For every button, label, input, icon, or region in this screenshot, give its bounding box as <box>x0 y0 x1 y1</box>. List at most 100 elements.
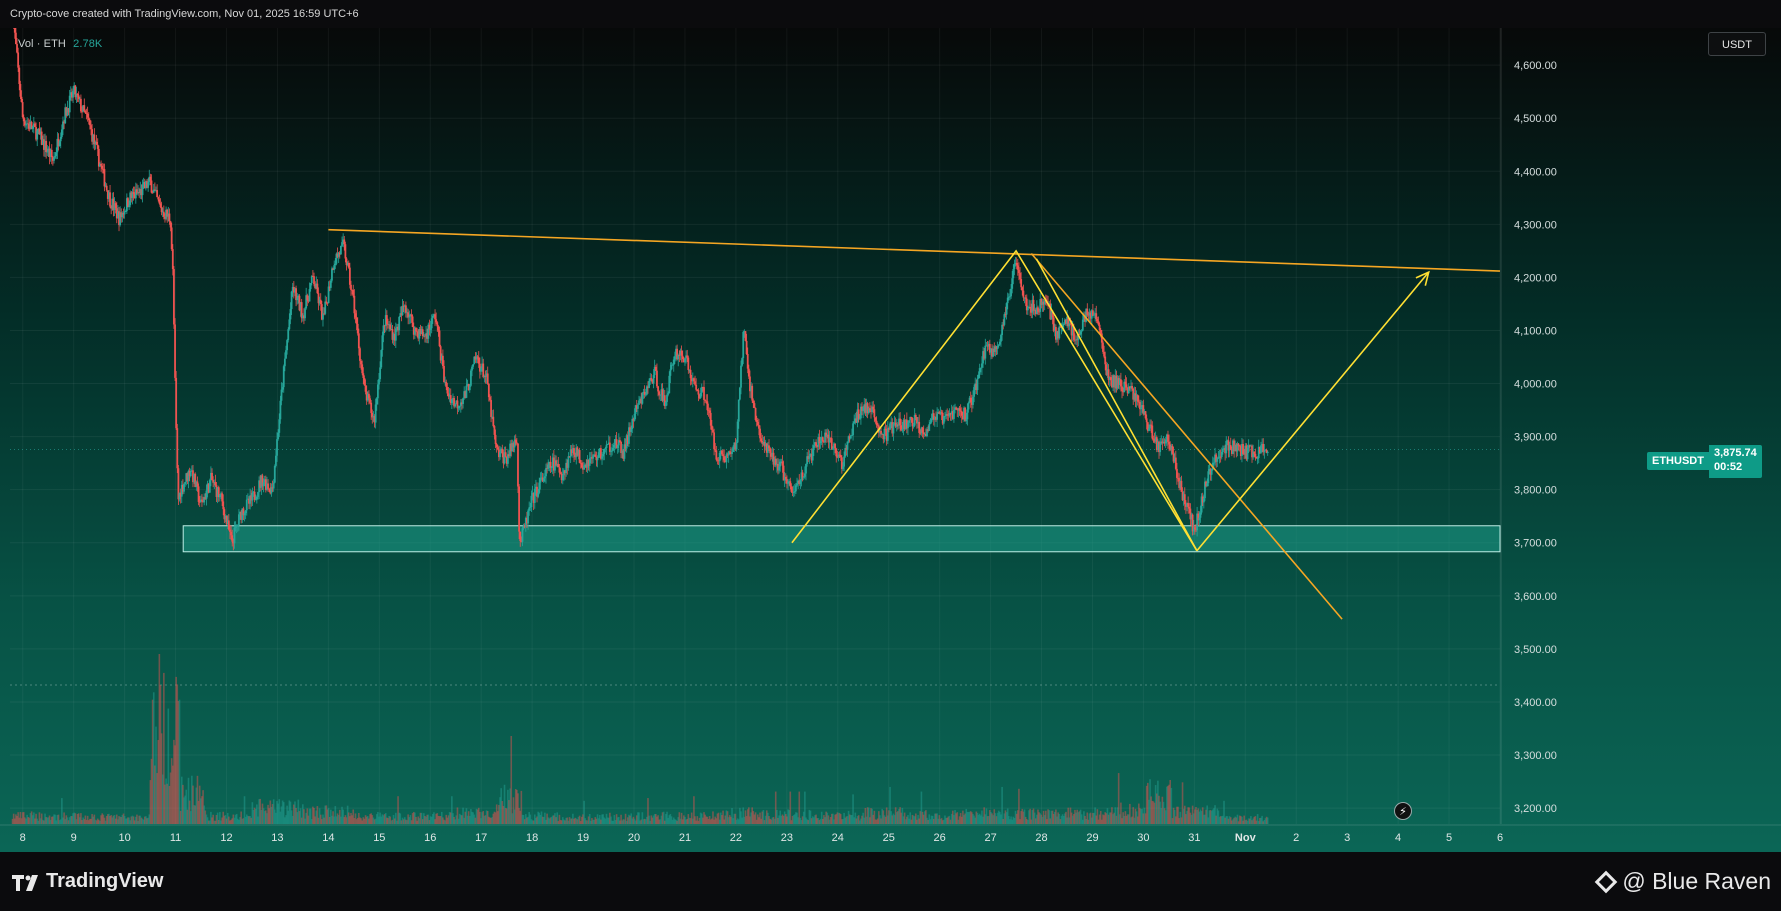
volume-bar <box>584 818 587 824</box>
volume-bar <box>793 814 796 824</box>
candle <box>476 356 479 358</box>
candle <box>255 496 258 500</box>
candle <box>1169 444 1172 450</box>
candle <box>926 429 928 437</box>
candle <box>74 85 77 98</box>
candle <box>106 190 109 199</box>
support-zone[interactable] <box>182 525 1501 553</box>
candle <box>548 461 551 465</box>
candle <box>519 531 522 542</box>
volume-bar <box>214 820 217 824</box>
candle <box>84 110 87 114</box>
volume-bar <box>1163 808 1166 824</box>
candle <box>1193 527 1196 530</box>
volume-bar <box>1157 780 1159 824</box>
volume-bar <box>1064 813 1066 824</box>
volume-bar <box>1045 810 1047 824</box>
candle <box>1121 386 1123 392</box>
volume-bar <box>711 818 713 824</box>
candle <box>965 419 968 422</box>
inner-descending-line[interactable] <box>1035 258 1198 552</box>
volume-bar <box>1113 812 1115 824</box>
volume-bar <box>659 819 662 824</box>
projection-arrow[interactable] <box>1196 271 1430 552</box>
volume-bar <box>987 815 990 824</box>
volume-bar <box>1023 809 1026 824</box>
volume-bar <box>847 810 850 824</box>
volume-bar <box>856 816 859 824</box>
volume-bar <box>666 811 668 824</box>
chart-area[interactable]: 3,200.00 3,300.00 3,400.00 3,500.00 3,600.00… <box>0 28 1781 852</box>
volume-bar <box>1090 817 1093 824</box>
candle <box>461 402 463 404</box>
volume-bar <box>943 819 945 824</box>
candle <box>277 432 280 440</box>
candle <box>1030 308 1033 313</box>
candle <box>1205 481 1207 487</box>
volume-bar <box>860 818 862 824</box>
volume-bar <box>777 817 779 824</box>
candle <box>155 190 157 191</box>
candle <box>866 403 869 414</box>
candle <box>342 239 345 243</box>
watermark-text: @ Blue Raven <box>1622 868 1771 894</box>
volume-bar <box>796 812 798 824</box>
volume-bar <box>732 818 734 824</box>
candle <box>34 123 36 128</box>
candle <box>617 440 620 446</box>
volume-bar <box>684 816 686 824</box>
descending-resistance[interactable] <box>1030 253 1343 620</box>
volume-bar <box>498 804 500 824</box>
volume-bar <box>368 818 370 824</box>
volume-bar <box>1058 813 1061 824</box>
volume-bar <box>82 817 84 824</box>
volume-bar <box>643 818 646 824</box>
candle <box>614 439 617 445</box>
volume-bar <box>347 812 350 824</box>
volume-bar <box>1140 808 1142 824</box>
candle <box>949 413 952 415</box>
volume-bar <box>791 815 794 824</box>
volume-bar <box>356 817 359 824</box>
volume-bar <box>1225 816 1228 824</box>
volume-bar <box>752 811 755 824</box>
volume-bar <box>1027 820 1029 824</box>
candle <box>921 427 924 433</box>
price-chart[interactable]: 3,200.003,300.003,400.003,500.003,600.00… <box>0 28 1781 852</box>
volume-bar <box>135 816 137 824</box>
volume-bar <box>554 813 556 824</box>
candle <box>749 376 751 392</box>
candle <box>260 475 263 488</box>
candle <box>334 263 337 266</box>
volume-bar <box>954 810 956 824</box>
candle <box>1055 327 1057 340</box>
zigzag-pattern[interactable] <box>791 249 1198 552</box>
volume-bar <box>810 818 813 824</box>
volume-bar <box>785 814 787 824</box>
volume-bar <box>817 817 820 824</box>
volume-bar <box>879 815 881 824</box>
volume-bar <box>744 810 747 824</box>
tradingview-brand[interactable]: TradingView <box>12 870 163 893</box>
candle <box>435 319 438 323</box>
candle <box>1213 462 1215 464</box>
candle <box>453 398 455 407</box>
volume-bar <box>458 813 461 824</box>
candle <box>998 341 1001 345</box>
lightning-icon[interactable]: ⚡ <box>1394 802 1412 820</box>
volume-bar <box>183 797 185 824</box>
currency-selector[interactable]: USDT <box>1708 32 1766 56</box>
candle <box>415 327 417 332</box>
upper-trendline[interactable] <box>328 228 1501 272</box>
volume-bar <box>1211 809 1214 824</box>
candle <box>937 411 940 414</box>
volume-bar <box>907 815 909 824</box>
candle <box>908 420 910 423</box>
candle <box>1179 480 1182 488</box>
volume-bar <box>920 791 923 824</box>
candle <box>393 333 396 341</box>
candle <box>241 508 244 520</box>
volume-bar <box>442 817 444 824</box>
candle <box>283 358 286 367</box>
candle <box>658 391 661 395</box>
